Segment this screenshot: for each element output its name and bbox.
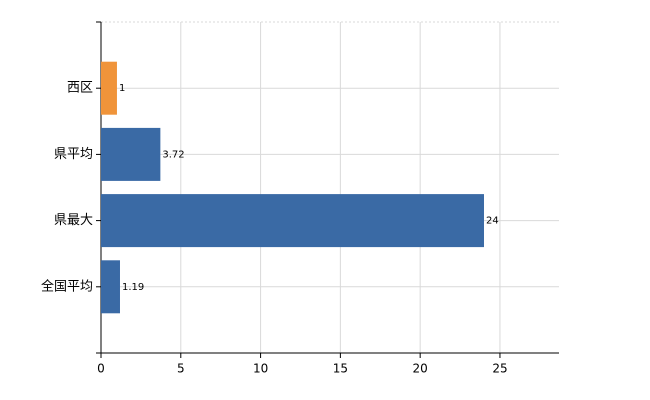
- bar: [101, 61, 117, 115]
- x-tick-label: 5: [177, 362, 185, 376]
- x-tick-label: 15: [333, 362, 348, 376]
- x-tick-label: 20: [413, 362, 428, 376]
- bar: [101, 127, 161, 181]
- y-tick-label: 西区: [67, 81, 93, 96]
- x-tick-label: 10: [253, 362, 268, 376]
- y-tick-label: 県最大: [54, 213, 93, 228]
- value-label: 1.19: [122, 282, 144, 293]
- bar: [101, 260, 120, 314]
- y-tick-label: 県平均: [54, 147, 93, 162]
- value-label: 24: [486, 216, 499, 227]
- value-label: 1: [119, 83, 125, 94]
- y-tick-label: 全国平均: [41, 278, 93, 294]
- x-tick-label: 25: [492, 362, 507, 376]
- x-tick-label: 0: [97, 362, 105, 376]
- bar: [101, 194, 484, 248]
- value-label: 3.72: [162, 149, 184, 160]
